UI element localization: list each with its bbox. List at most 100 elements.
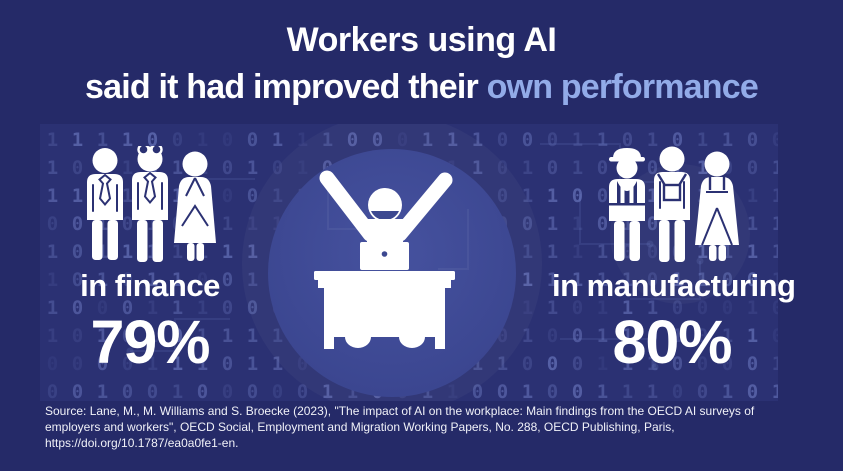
binary-digit: 0: [596, 185, 609, 207]
binary-digit: 0: [196, 269, 209, 291]
binary-digit: 0: [46, 213, 59, 235]
binary-digit: 0: [646, 213, 659, 235]
binary-digit: 0: [96, 297, 109, 319]
binary-digit: 1: [521, 157, 534, 179]
binary-digit: 0: [496, 381, 509, 401]
smile: [371, 211, 399, 221]
binary-digit: 0: [646, 241, 659, 263]
binary-digit: 0: [571, 325, 584, 347]
binary-digit: 1: [721, 241, 734, 263]
binary-digit: 1: [46, 325, 59, 347]
binary-digit: 1: [596, 241, 609, 263]
binary-digit: 1: [696, 129, 709, 151]
binary-digit: 1: [646, 185, 659, 207]
businesswoman-icon: [174, 151, 216, 261]
binary-digit: 0: [671, 297, 684, 319]
binary-digit: 1: [521, 241, 534, 263]
binary-digit: 0: [221, 381, 234, 401]
binary-digit: 0: [546, 129, 559, 151]
binary-digit: 1: [196, 297, 209, 319]
stat-value-finance: 79%: [90, 308, 210, 376]
binary-digit: 0: [71, 213, 84, 235]
binary-digit: 0: [671, 129, 684, 151]
desk-body: [324, 280, 445, 337]
binary-digit: 1: [646, 297, 659, 319]
binary-digit: 1: [571, 129, 584, 151]
binary-digit: 1: [771, 241, 778, 263]
binary-digit: 0: [496, 325, 509, 347]
binary-digit: 0: [746, 353, 759, 375]
binary-digit: 1: [771, 269, 778, 291]
binary-digit: 0: [521, 213, 534, 235]
binary-digit: 0: [271, 157, 284, 179]
binary-digit: 1: [596, 269, 609, 291]
binary-digit: 0: [121, 297, 134, 319]
binary-digit: 0: [221, 269, 234, 291]
binary-digit: 0: [721, 297, 734, 319]
binary-digit: 0: [96, 353, 109, 375]
hardhat-worker-icon: [609, 148, 645, 261]
binary-digit: 0: [46, 381, 59, 401]
binary-digit: 0: [246, 297, 259, 319]
stat-label-manufacturing: in manufacturing: [552, 268, 796, 303]
binary-digit: 1: [721, 325, 734, 347]
binary-digit: 1: [146, 241, 159, 263]
binary-digit: 1: [246, 241, 259, 263]
binary-digit: 0: [771, 325, 778, 347]
binary-digit: 0: [571, 381, 584, 401]
binary-digit: 0: [121, 353, 134, 375]
binary-digit: 1: [446, 381, 459, 401]
binary-digit: 0: [621, 241, 634, 263]
title-line-2: said it had improved their own performan…: [0, 67, 843, 107]
binary-digit: 0: [146, 381, 159, 401]
binary-digit: 0: [521, 353, 534, 375]
binary-digit: 0: [746, 269, 759, 291]
binary-digit: 1: [546, 241, 559, 263]
binary-digit: 0: [671, 353, 684, 375]
title: Workers using AI said it had improved th…: [0, 20, 843, 107]
binary-digit: 1: [196, 353, 209, 375]
binary-digit: 1: [221, 213, 234, 235]
binary-digit: 1: [221, 241, 234, 263]
binary-digit: 1: [746, 185, 759, 207]
binary-digit: 1: [271, 185, 284, 207]
binary-digit: 1: [721, 381, 734, 401]
binary-digit: 1: [671, 325, 684, 347]
binary-digit: 0: [246, 185, 259, 207]
binary-digit: 0: [696, 353, 709, 375]
binary-digit: 1: [296, 157, 309, 179]
binary-digit: 1: [246, 269, 259, 291]
binary-digit: 1: [46, 129, 59, 151]
binary-digit: 1: [721, 129, 734, 151]
binary-digit: 1: [121, 129, 134, 151]
circle-inner-traces: [327, 189, 469, 270]
binary-digit: 1: [146, 353, 159, 375]
binary-digit: 0: [671, 381, 684, 401]
binary-digit: 1: [546, 297, 559, 319]
binary-digit: 0: [471, 381, 484, 401]
binary-digit: 0: [771, 297, 778, 319]
binary-digit: 0: [396, 129, 409, 151]
finance-workers-icon: [87, 146, 216, 262]
binary-digit: 1: [121, 241, 134, 263]
binary-digit: 0: [121, 213, 134, 235]
binary-digit: 1: [271, 325, 284, 347]
happy-worker-at-desk-icon: [314, 170, 469, 349]
binary-digit: 1: [771, 213, 778, 235]
binary-digit: 1: [71, 185, 84, 207]
binary-digit: 1: [171, 297, 184, 319]
binary-digit: 1: [296, 129, 309, 151]
stat-value-manufacturing: 80%: [612, 308, 732, 376]
binary-digit: 1: [321, 381, 334, 401]
binary-digit: 0: [271, 381, 284, 401]
binary-digit: 1: [171, 185, 184, 207]
binary-digit: 0: [746, 129, 759, 151]
binary-digit: 1: [521, 325, 534, 347]
binary-digit: 1: [96, 325, 109, 347]
binary-digit: 0: [221, 185, 234, 207]
binary-digit: 1: [596, 325, 609, 347]
binary-digit: 1: [146, 213, 159, 235]
binary-digit: 1: [646, 353, 659, 375]
binary-digit: 0: [346, 129, 359, 151]
